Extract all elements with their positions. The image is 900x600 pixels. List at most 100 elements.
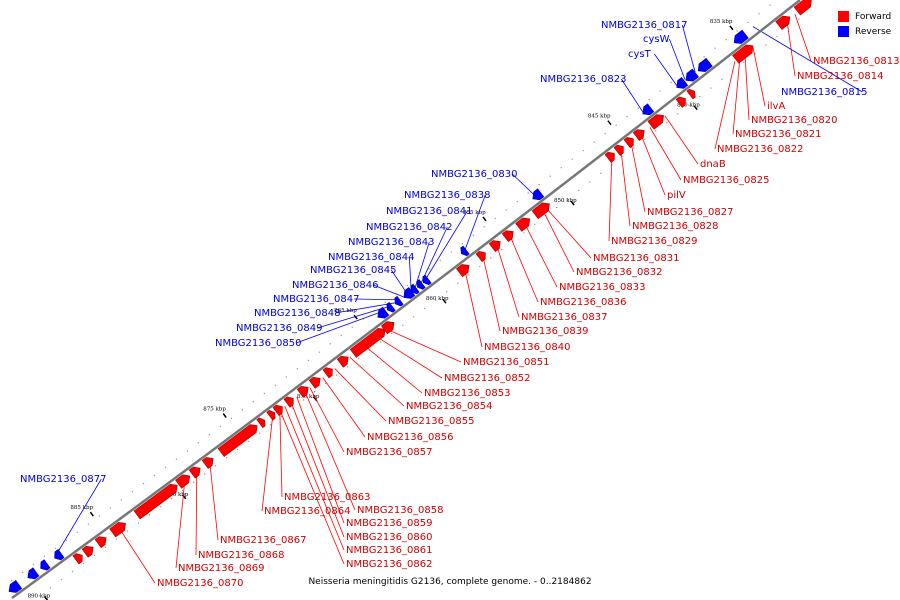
forward-gene-label: NMBG2136_0839 [502, 326, 588, 337]
forward-leader-line [322, 377, 366, 438]
tick-dot [461, 242, 463, 245]
reverse-leader-line [752, 26, 863, 93]
reverse-gene [403, 287, 416, 299]
tick-dot [313, 391, 316, 393]
forward-gene [283, 396, 294, 408]
forward-gene [632, 129, 645, 141]
forward-gene-label: NMBG2136_0840 [484, 342, 570, 353]
label-leader-lines [54, 14, 863, 584]
tick-dot [714, 47, 716, 49]
tick-dot [269, 424, 272, 426]
tick-dot [357, 357, 360, 360]
forward-gene-label: NMBG2136_0813 [813, 56, 899, 67]
tick-dot [181, 489, 184, 492]
tick-dot [589, 181, 591, 183]
forward-gene [81, 545, 94, 558]
reverse-gene [685, 68, 699, 82]
reverse-gene [460, 245, 470, 257]
forward-leader-line [608, 156, 613, 242]
reverse-gene [410, 283, 420, 295]
forward-gene-label: NMBG2136_0854 [406, 401, 492, 412]
reverse-gene [532, 188, 545, 201]
forward-gene [488, 240, 501, 253]
forward-gene [475, 250, 486, 263]
forward-gene [501, 230, 514, 243]
forward-leader-line [794, 14, 812, 62]
reverse-gene-label: NMBG2136_0846 [292, 280, 378, 291]
forward-gene-label: NMBG2136_0852 [444, 373, 530, 384]
forward-swatch [838, 11, 849, 22]
tick-dot [670, 81, 672, 84]
tick-dot [710, 87, 712, 89]
reverse-gene [676, 76, 689, 89]
reverse-gene [416, 279, 426, 290]
forward-gene-label: NMBG2136_0862 [346, 559, 432, 570]
reverse-gene [394, 295, 404, 307]
forward-leader-line [279, 409, 345, 565]
tick-dot [192, 481, 195, 483]
forward-gene-label: ilvA [767, 101, 785, 112]
kbp-tick [570, 200, 575, 206]
tick-dot [296, 368, 299, 370]
reverse-leader-line [669, 38, 686, 80]
tick-dot [120, 499, 123, 501]
reverse-swatch [838, 26, 849, 37]
forward-gene [175, 474, 191, 489]
forward-leader-line [496, 245, 520, 318]
forward-gene [133, 483, 178, 520]
forward-leader-line [175, 480, 186, 569]
kbp-tick-label: 875 kbp [203, 407, 226, 413]
tick-dot [241, 409, 244, 411]
kbp-tick-label: 870 kbp [297, 394, 320, 400]
forward-leader-line [732, 57, 741, 135]
tick-dot [208, 433, 211, 436]
reverse-gene-label: NMBG2136_0838 [404, 190, 490, 201]
reverse-leader-line [654, 53, 678, 87]
forward-gene [675, 96, 686, 108]
tick-dot [567, 198, 569, 200]
reverse-gene-label: cysT [628, 49, 652, 60]
tick-dot [699, 95, 701, 98]
reverse-gene-label: NMBG2136_0844 [328, 252, 414, 263]
tick-dot [379, 341, 382, 343]
tick-dot [604, 132, 606, 135]
tick-dot [197, 442, 200, 444]
forward-leader-line [714, 61, 736, 150]
reverse-gene-label: NMBG2136_0847 [273, 294, 359, 305]
tick-dot [263, 392, 266, 395]
tick-dot [54, 547, 57, 550]
kbp-tick [89, 511, 94, 517]
tick-dot [302, 399, 305, 401]
forward-gene [381, 321, 395, 335]
forward-gene [349, 327, 386, 358]
tick-dot [93, 554, 96, 557]
reverse-gene-label: NMBG2136_0823 [540, 74, 626, 85]
tick-dot [131, 491, 134, 493]
reverse-gene [697, 57, 713, 72]
forward-gene [256, 417, 266, 429]
tick-dot [758, 13, 760, 15]
tick-dot [655, 130, 657, 132]
kbp-tick [729, 25, 734, 31]
tick-dot [659, 90, 661, 92]
reverse-gene [422, 274, 432, 286]
kbp-tick-label: 850 kbp [554, 198, 577, 204]
forward-gene-label: NMBG2136_0820 [751, 115, 837, 126]
reverse-leader-line [296, 310, 386, 344]
forward-gene-label: NMBG2136_0828 [632, 221, 718, 232]
forward-gene [336, 355, 349, 368]
tick-dot [384, 301, 386, 303]
legend-item-reverse: Reverse [838, 24, 891, 39]
tick-dots [10, 4, 800, 597]
reverse-gene [54, 549, 65, 561]
tick-dot [435, 299, 437, 301]
tick-dot [703, 56, 705, 58]
reverse-leader-line [464, 194, 486, 250]
tick-dot [346, 366, 349, 368]
forward-leader-line [545, 207, 592, 259]
forward-leader-line [334, 368, 387, 422]
kbp-tick [353, 314, 358, 320]
tick-dot [637, 107, 639, 109]
tick-dot [549, 175, 551, 177]
